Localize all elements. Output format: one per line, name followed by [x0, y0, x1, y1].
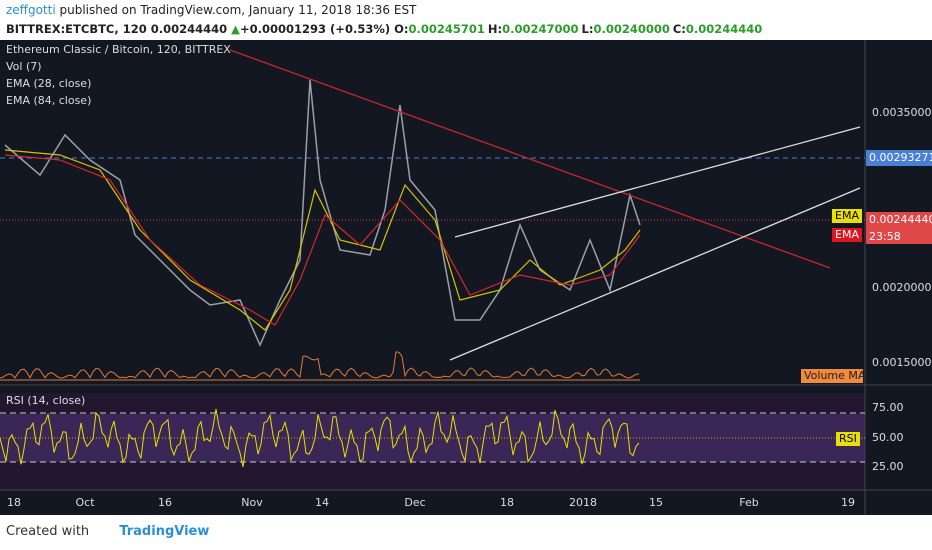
ema-badge: EMA: [835, 228, 859, 241]
rsi-legend: RSI (14, close): [6, 394, 85, 407]
legend-item: EMA (84, close): [6, 94, 91, 107]
ohlc-key: L:: [581, 22, 594, 36]
volume-ma: [0, 351, 640, 379]
time-tick: 18: [7, 496, 21, 509]
created: Created with: [6, 524, 90, 539]
price-tick: 0.00200000: [872, 281, 932, 294]
time-tick: Nov: [241, 496, 263, 509]
price-tick: 0.00350000: [872, 106, 932, 119]
price-badge: 0.00244440: [869, 213, 932, 226]
time-tick: 19: [841, 496, 855, 509]
badge-bg: [866, 150, 932, 166]
badge-bg: [801, 369, 863, 383]
brand[interactable]: TradingView: [119, 524, 210, 539]
arrow: ▲: [231, 22, 241, 36]
time-tick: Feb: [739, 496, 758, 509]
legend-item: EMA (28, close): [6, 77, 91, 90]
ohlc-value: 0.00247000: [502, 22, 579, 36]
author[interactable]: zeffgotti: [6, 3, 56, 17]
publish-line: zeffgotti published on TradingView.com, …: [6, 3, 416, 17]
rsi-tick: 75.00: [872, 401, 904, 414]
badge-bg: [832, 209, 862, 223]
ohlc-value: 0.00244440: [685, 22, 763, 36]
time-tick: 18: [500, 496, 514, 509]
time-tick: 15: [649, 496, 663, 509]
quote-line: BITTREX:ETCBTC, 120 0.00244440 ▲+0.00001…: [6, 22, 765, 36]
channel-upper: [454, 126, 861, 238]
badge-bg: [836, 432, 860, 446]
ohlc: O:0.00245701 H:0.00247000 L:0.00240000 C:0.…: [394, 22, 765, 36]
rsi-line: [0, 408, 640, 468]
trendline: [229, 49, 831, 269]
time-tick: 14: [315, 496, 329, 509]
price: [4, 79, 641, 347]
rsi-tick: 25.00: [872, 460, 904, 473]
footer: Created with TradingView: [6, 524, 209, 539]
chart: Ethereum Classic / Bitcoin, 120, BITTREX…: [0, 40, 932, 515]
last: 0.00244440: [150, 22, 228, 36]
countdown: 23:58: [869, 230, 901, 243]
time-tick: Dec: [404, 496, 425, 509]
time-tick: 2018: [569, 496, 597, 509]
ohlc-key: H:: [487, 22, 503, 36]
time-tick: Oct: [75, 496, 95, 509]
badge-bg: [866, 212, 932, 244]
change: +0.00001293 (+0.53%): [240, 22, 391, 36]
time-tick: 16: [158, 496, 172, 509]
price-tick: 0.00150000: [872, 356, 932, 369]
ema-badge: EMA: [835, 209, 859, 222]
ohlc-key: O:: [394, 22, 409, 36]
published: published on TradingView.com, January 11…: [59, 3, 417, 17]
legend-item: Vol (7): [6, 60, 42, 73]
ohlc-value: 0.00245701: [408, 22, 485, 36]
ohlc-key: C:: [672, 22, 686, 36]
channel-lower: [449, 187, 861, 361]
legend-title: Ethereum Classic / Bitcoin, 120, BITTREX: [6, 43, 231, 56]
badge-bg: [832, 228, 862, 242]
volume-badge: Volume MA: [804, 369, 866, 382]
rsi-tick: 50.00: [872, 431, 904, 444]
rsi-badge: RSI: [839, 432, 857, 445]
symbol: BITTREX:ETCBTC, 120: [6, 22, 147, 36]
level-badge: 0.00293271: [869, 151, 932, 164]
ema-84: [4, 154, 641, 326]
ohlc-value: 0.00240000: [593, 22, 670, 36]
